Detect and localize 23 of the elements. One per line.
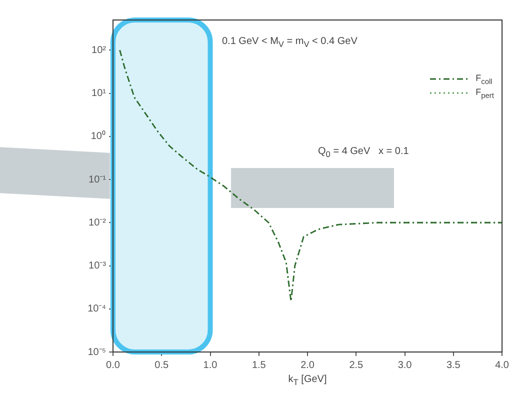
x-axis-title: k$_{T}$ [GeV] <box>287 374 328 387</box>
x-tick-label: 4.0 <box>495 360 510 371</box>
annotation: 0.1 GeV < M$_{V}$ = m$_{V}$ < 0.4 GeV <box>222 36 358 49</box>
y-tick-label: 10² <box>92 44 107 56</box>
x-tick-label: 1.5 <box>252 360 266 371</box>
x-tick-label: 1.0 <box>203 360 218 371</box>
x-tick-label: 2.5 <box>349 360 364 371</box>
x-tick-label: 2.0 <box>300 360 315 371</box>
y-tick-label: 10⁻³ <box>88 260 107 272</box>
y-tick-label: 10⁰ <box>90 130 106 142</box>
x-tick-label: 3.5 <box>446 360 461 371</box>
annotation: Q$_{0}$ = 4 GeV x = 0.1 <box>318 146 409 159</box>
y-tick-label: 10⁻¹ <box>88 174 107 186</box>
x-tick-label: 0.0 <box>106 360 120 371</box>
y-tick-label: 10⁻² <box>88 217 107 228</box>
legend-label: F$_{pert}$ <box>476 86 494 100</box>
y-tick-label: 10¹ <box>92 88 107 100</box>
y-tick-label: 10⁻⁵ <box>88 346 106 358</box>
line-series <box>119 49 502 302</box>
legend-label: F$_{coll}$ <box>476 72 492 86</box>
x-tick-label: 0.5 <box>154 360 170 371</box>
x-tick-label: 3.0 <box>398 360 412 371</box>
y-tick-label: 10⁻⁴ <box>88 304 106 315</box>
